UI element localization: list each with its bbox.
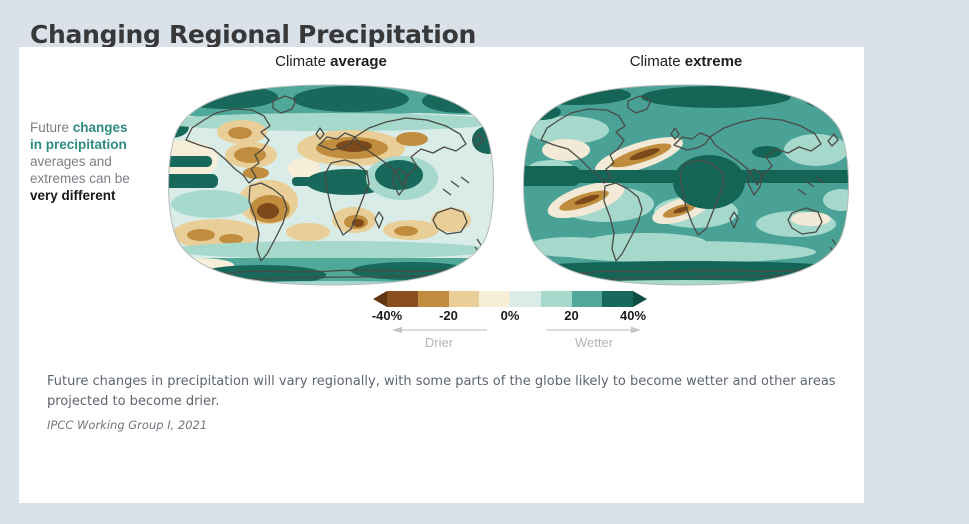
legend-colorbar	[373, 291, 647, 307]
legend-color-segment	[448, 291, 480, 307]
map-average-continent-outlines	[185, 95, 484, 282]
map-extreme-fill-regions	[523, 85, 849, 285]
map-average-fill-regions	[168, 85, 494, 285]
caption-text: Future changes in precipitation will var…	[47, 374, 836, 409]
legend-color-segment	[510, 291, 541, 307]
note-line-4: extremes can be	[30, 171, 130, 186]
map-average-projection-border	[168, 84, 494, 286]
legend-wetter-direction: Wetter	[545, 326, 643, 350]
note-text: Future	[30, 120, 73, 135]
wetter-label: Wetter	[574, 335, 614, 350]
panel-title-average: Climate average	[156, 52, 506, 72]
legend-tick-label: 0%	[500, 308, 520, 323]
panel-climate-average: Climate average	[156, 52, 506, 288]
legend-tick-label: -20	[439, 308, 458, 323]
legend-tick-label: 40%	[619, 308, 647, 323]
legend-color-segment	[479, 291, 510, 307]
note-line-3: averages and	[30, 154, 112, 169]
map-extreme-projection-border	[523, 84, 849, 286]
legend-color-segment	[387, 291, 418, 307]
sidebar-note: Future changes in precipitation averages…	[30, 119, 180, 204]
figure-card: Future changes in precipitation averages…	[19, 47, 864, 503]
note-line-5: very different	[30, 188, 116, 203]
legend-ticks: -40% -20 0% 20 40%	[372, 308, 646, 326]
legend-color-segment	[540, 291, 572, 307]
panel-title-normal: Climate	[275, 53, 331, 70]
figure-caption: Future changes in precipitation will var…	[47, 372, 847, 435]
world-map-climate-extreme	[523, 84, 849, 286]
legend-colorbar-segments	[387, 291, 633, 307]
panel-title-bold: average	[330, 53, 387, 70]
world-map-climate-average	[168, 84, 494, 286]
note-line-1: Future changes	[30, 119, 180, 136]
legend-tick-label: 20	[564, 308, 579, 323]
legend-color-segment	[417, 291, 449, 307]
legend-color-segment	[571, 291, 603, 307]
drier-arrow-icon	[392, 326, 487, 334]
panel-title-bold: extreme	[684, 53, 743, 70]
legend-left-arrow-icon	[373, 291, 387, 307]
caption-source: IPCC Working Group I, 2021	[47, 418, 208, 432]
legend-drier-direction: Drier	[390, 326, 488, 350]
legend-tick-label: -40%	[371, 308, 403, 323]
page-title: Changing Regional Precipitation	[30, 19, 476, 49]
drier-label: Drier	[424, 335, 454, 350]
wetter-arrow-icon	[546, 326, 641, 334]
panel-climate-extreme: Climate extreme	[511, 52, 861, 288]
panel-title-extreme: Climate extreme	[511, 52, 861, 72]
note-highlight: changes	[72, 120, 128, 135]
legend-right-arrow-icon	[633, 291, 647, 307]
panel-title-normal: Climate	[629, 53, 685, 70]
legend-color-segment	[602, 291, 633, 307]
note-line-2: in precipitation	[30, 137, 127, 152]
